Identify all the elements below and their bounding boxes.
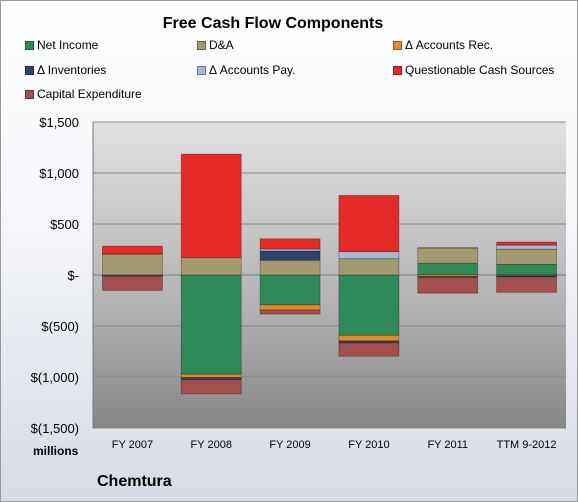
bar-ttm-9-2012-capital-expenditure (496, 276, 557, 293)
y-tick-label: $- (67, 268, 79, 283)
bar-fy-2009-questionable-cash-sources (259, 238, 321, 250)
bar-ttm-9-2012-net-income (496, 263, 557, 276)
legend-swatch (25, 65, 34, 75)
bar-fy-2010-d-a (338, 258, 400, 276)
bar-fy-2009-net-income (259, 274, 321, 306)
legend-label: Capital Expenditure (37, 87, 142, 101)
bar-fy-2008-questionable-cash-sources (180, 153, 242, 259)
bar-fy-2008-accounts-rec (180, 373, 242, 378)
legend-swatch (25, 89, 34, 99)
x-tick-label: TTM 9-2012 (497, 439, 557, 451)
bar-fy-2008-d-a (180, 257, 242, 276)
bar-fy-2008-capital-expenditure (180, 379, 242, 395)
bar-fy-2007-d-a (102, 253, 163, 276)
y-tick-label: $(1,500) (31, 421, 79, 436)
y-tick-label: $1,500 (39, 115, 79, 130)
legend-item-accounts-pay: Δ Accounts Pay. (197, 63, 296, 77)
bar-fy-2011-net-income (417, 262, 479, 276)
legend-label: Questionable Cash Sources (405, 63, 555, 77)
legend-swatch (197, 65, 206, 75)
bar-fy-2009-d-a (259, 259, 321, 276)
y-tick-label: $(500) (41, 319, 79, 334)
bar-fy-2010-questionable-cash-sources (338, 195, 400, 252)
legend-item-net-income: Net Income (25, 38, 98, 52)
bar-ttm-9-2012-d-a (496, 248, 557, 265)
legend-item-capital-expenditure: Capital Expenditure (25, 87, 142, 101)
y-tick-label: $(1,000) (31, 370, 79, 385)
legend-label: D&A (209, 38, 234, 52)
units-label: millions (33, 444, 79, 458)
legend-label: Δ Accounts Pay. (209, 63, 296, 77)
x-tick-label: FY 2007 (112, 439, 153, 451)
legend-swatch (393, 65, 402, 75)
bar-fy-2011-capital-expenditure (417, 276, 479, 294)
x-tick-label: FY 2009 (269, 439, 310, 451)
bar-fy-2009-accounts-rec (259, 304, 321, 311)
legend-label: Δ Accounts Rec. (405, 38, 494, 52)
legend: Net Income D&A Δ Accounts Rec. Δ Inventorie… (1, 1, 577, 111)
company-name: Chemtura (97, 473, 172, 490)
bar-fy-2010-accounts-rec (338, 334, 400, 342)
legend-swatch (25, 40, 34, 50)
bar-ttm-9-2012-accounts-pay (496, 244, 557, 250)
legend-label: Δ Inventories (37, 63, 107, 77)
bar-fy-2009-inventories (259, 250, 321, 261)
x-tick-label: FY 2011 (427, 439, 468, 451)
bar-fy-2007-capital-expenditure (102, 275, 163, 291)
legend-item-questionable-cash-sources: Questionable Cash Sources (393, 63, 554, 77)
bar-fy-2009-accounts-pay (259, 248, 321, 252)
x-tick-label: FY 2010 (348, 439, 389, 451)
y-tick-label: $500 (50, 217, 79, 232)
y-tick-label: $1,000 (39, 166, 79, 181)
bar-ttm-9-2012-questionable-cash-sources (496, 241, 557, 246)
legend-swatch (197, 40, 206, 50)
bar-fy-2009-capital-expenditure (259, 309, 321, 315)
bar-fy-2010-capital-expenditure (338, 342, 400, 357)
legend-item-inventories: Δ Inventories (25, 63, 106, 77)
chart-title: Free Cash Flow Components (162, 15, 384, 32)
legend-item-accounts-rec: Δ Accounts Rec. (393, 38, 493, 52)
legend-label: Net Income (37, 38, 99, 52)
bar-fy-2010-net-income (338, 274, 400, 336)
bar-fy-2007-questionable-cash-sources (102, 245, 163, 255)
bar-fy-2011-accounts-pay (417, 247, 479, 249)
bar-fy-2011-d-a (417, 247, 479, 264)
bar-fy-2008-net-income (180, 274, 242, 375)
bar-fy-2010-accounts-pay (338, 251, 400, 260)
x-tick-label: FY 2008 (191, 439, 232, 451)
legend-swatch (393, 40, 402, 50)
legend-item-d-a: D&A (197, 38, 234, 52)
